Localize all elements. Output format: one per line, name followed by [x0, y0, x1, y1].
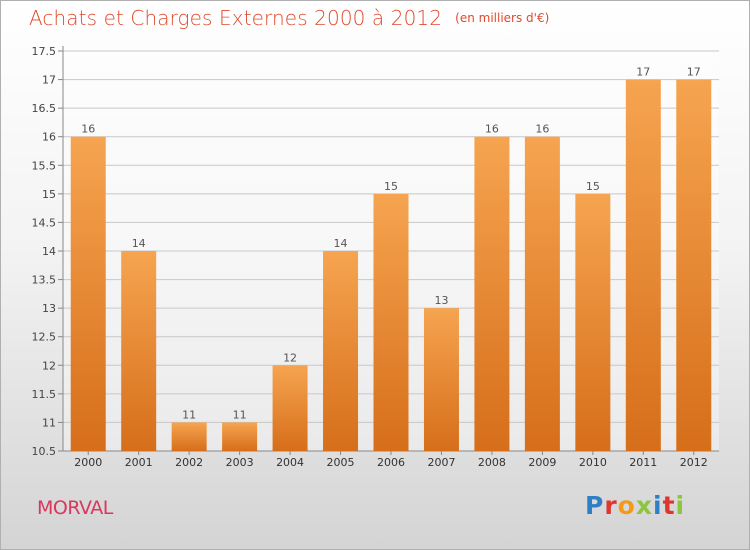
y-tick-label: 11.5	[32, 388, 57, 401]
bar	[373, 193, 409, 451]
data-label: 16	[485, 123, 499, 136]
data-label: 14	[132, 237, 146, 250]
data-label: 16	[81, 123, 95, 136]
x-tick-label: 2010	[579, 456, 607, 469]
x-tick-label: 2003	[226, 456, 254, 469]
data-label: 11	[182, 408, 196, 421]
x-tick-label: 2004	[276, 456, 304, 469]
bar	[625, 79, 661, 452]
logo-letter: i	[675, 491, 686, 520]
y-tick-label: 12.5	[32, 331, 57, 344]
y-tick-label: 14.5	[32, 216, 57, 229]
bar	[171, 422, 207, 451]
x-tick-label: 2000	[74, 456, 102, 469]
y-tick-label: 15	[42, 188, 56, 201]
logo-letter: o	[617, 491, 636, 520]
y-tick-label: 13	[42, 302, 56, 315]
logo-letter: i	[653, 491, 663, 520]
data-label: 12	[283, 351, 297, 364]
y-tick-label: 14	[42, 245, 56, 258]
logo-letter: x	[635, 491, 653, 520]
y-tick-label: 15.5	[32, 159, 57, 172]
y-tick-label: 12	[42, 359, 56, 372]
data-label: 17	[687, 66, 701, 79]
y-tick-label: 13.5	[32, 274, 57, 287]
logo-letter: r	[604, 491, 618, 520]
logo-letter: P	[585, 491, 605, 520]
x-tick-label: 2005	[327, 456, 355, 469]
x-tick-label: 2011	[629, 456, 657, 469]
bar	[474, 136, 510, 451]
data-label: 16	[535, 123, 549, 136]
x-tick-label: 2012	[680, 456, 708, 469]
bar	[676, 79, 712, 452]
data-label: 14	[334, 237, 348, 250]
x-tick-label: 2008	[478, 456, 506, 469]
bar	[121, 251, 157, 451]
data-label: 13	[434, 294, 448, 307]
bar	[423, 308, 459, 451]
chart-unit: (en milliers d'€)	[455, 11, 550, 25]
x-tick-label: 2001	[125, 456, 153, 469]
chart-title-row: Achats et Charges Externes 2000 à 2012 (…	[29, 6, 549, 30]
data-label: 17	[636, 66, 650, 79]
data-label: 15	[586, 180, 600, 193]
y-tick-label: 11	[42, 416, 56, 429]
x-tick-label: 2009	[528, 456, 556, 469]
commune-name: MORVAL	[37, 497, 113, 519]
data-label: 11	[233, 408, 247, 421]
bar	[70, 136, 106, 451]
proxiti-logo: Proxiti	[585, 491, 685, 520]
bar	[323, 251, 359, 451]
y-tick-label: 17	[42, 74, 56, 87]
bar	[222, 422, 258, 451]
bar	[272, 365, 308, 451]
chart-title: Achats et Charges Externes 2000 à 2012	[29, 6, 443, 30]
x-tick-label: 2007	[427, 456, 455, 469]
y-tick-label: 17.5	[32, 45, 57, 58]
y-tick-label: 16	[42, 131, 56, 144]
bar	[524, 136, 560, 451]
y-tick-label: 16.5	[32, 102, 57, 115]
logo-letter: t	[662, 491, 676, 520]
x-tick-label: 2002	[175, 456, 203, 469]
x-tick-label: 2006	[377, 456, 405, 469]
y-tick-label: 10.5	[32, 445, 57, 458]
bar	[575, 193, 611, 451]
data-label: 15	[384, 180, 398, 193]
